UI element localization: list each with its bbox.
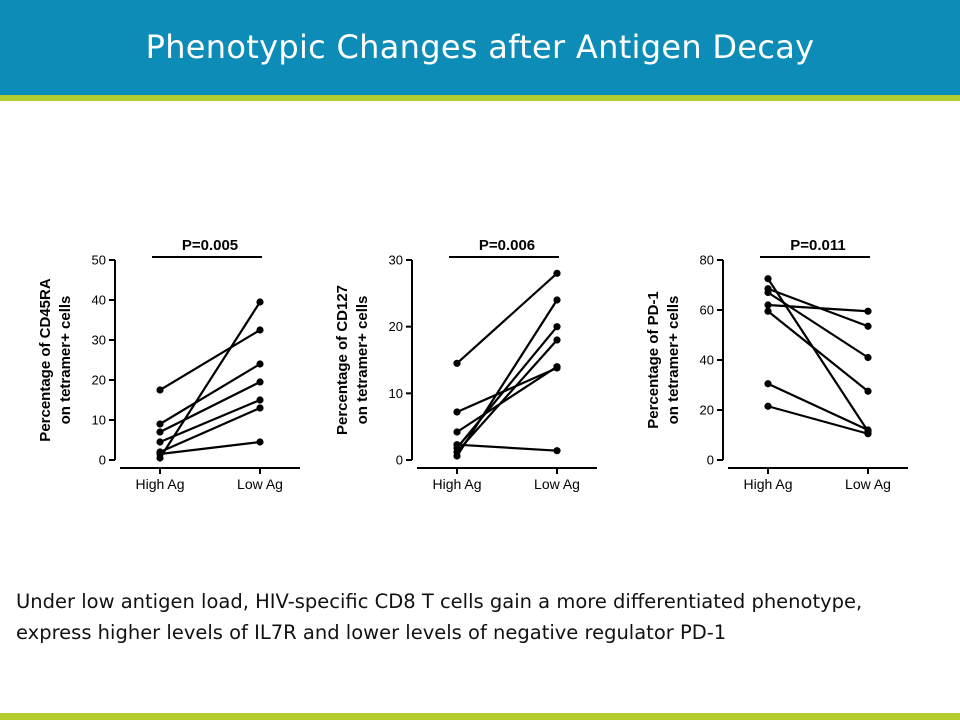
- y-tick-label: 20: [389, 319, 403, 334]
- accent-rule-top: [0, 95, 960, 101]
- y-axis-label-line: on tetramer+ cells: [57, 296, 74, 425]
- data-point: [453, 408, 461, 416]
- y-axis-label: Percentage of PD-1 on tetramer+ cells: [645, 291, 682, 429]
- series-line: [767, 405, 869, 435]
- y-tick-label: 60: [700, 303, 714, 318]
- data-point: [553, 296, 561, 304]
- series-line: [456, 365, 558, 433]
- data-point: [864, 307, 872, 315]
- y-tick-label: 40: [92, 293, 106, 308]
- data-point: [764, 301, 772, 309]
- data-point: [764, 275, 772, 283]
- series-line: [159, 363, 261, 425]
- data-point: [553, 323, 561, 331]
- chart-cd45ra: 0 10 20 30 40 50 High Ag Low Ag Percentage of CD…: [37, 237, 300, 492]
- data-point: [553, 336, 561, 344]
- data-point: [256, 396, 264, 404]
- data-point: [764, 288, 772, 297]
- title-bar: Phenotypic Changes after Antigen Decay: [0, 0, 960, 95]
- caption: Under low antigen load, HIV-specific CD8…: [16, 586, 956, 648]
- data-point: [453, 452, 461, 460]
- slide-title: Phenotypic Changes after Antigen Decay: [145, 28, 815, 66]
- series-line: [767, 303, 869, 313]
- data-point: [864, 353, 872, 362]
- y-axis-label: Percentage of CD127 on tetramer+ cells: [334, 285, 371, 435]
- series-line: [159, 381, 261, 433]
- x-tick-label: Low Ag: [534, 476, 580, 492]
- data-point: [156, 428, 164, 436]
- chart-pd1: 0 20 40 60 80 High Ag Low Ag Percentage of PD-1…: [645, 237, 908, 492]
- y-tick-label: 30: [389, 253, 403, 268]
- data-point: [256, 326, 264, 334]
- y-tick-label: 30: [92, 333, 106, 348]
- p-value-label: P=0.006: [479, 237, 535, 254]
- series-line: [159, 406, 261, 454]
- data-point: [553, 447, 561, 455]
- x-tick-label: Low Ag: [237, 476, 283, 492]
- series-line: [456, 366, 558, 414]
- series-line: [159, 398, 261, 444]
- series-line: [456, 325, 558, 449]
- series-line: [767, 310, 869, 393]
- series-line: [159, 440, 261, 456]
- accent-rule-bottom: [0, 713, 960, 720]
- series-line: [456, 272, 558, 365]
- y-tick-label: 40: [700, 353, 714, 368]
- data-point: [256, 438, 264, 446]
- y-axis-label-line: Percentage of CD127: [334, 285, 351, 435]
- data-point: [156, 420, 164, 428]
- data-point: [256, 360, 264, 368]
- y-axis-label-line: on tetramer+ cells: [665, 296, 682, 425]
- data-point: [764, 402, 772, 410]
- data-point: [156, 386, 164, 394]
- data-point: [553, 269, 561, 277]
- p-value-label: P=0.011: [790, 237, 845, 254]
- data-point: [453, 359, 461, 367]
- caption-line: Under low antigen load, HIV-specific CD8…: [16, 590, 863, 613]
- x-tick-label: High Ag: [135, 476, 184, 492]
- data-point: [864, 430, 872, 438]
- y-tick-label: 0: [396, 453, 403, 468]
- data-point: [453, 428, 461, 436]
- x-tick-label: High Ag: [432, 476, 481, 492]
- data-point: [256, 404, 264, 412]
- x-tick-label: High Ag: [743, 476, 792, 492]
- y-tick-label: 0: [707, 453, 714, 468]
- series-line: [456, 339, 558, 453]
- data-point: [764, 380, 772, 388]
- y-tick-label: 0: [99, 453, 106, 468]
- series-line: [767, 382, 869, 431]
- data-point: [553, 363, 561, 371]
- y-tick-label: 20: [700, 403, 714, 418]
- data-point: [156, 438, 164, 446]
- y-tick-label: 10: [92, 413, 106, 428]
- series-line: [456, 443, 558, 452]
- series-line: [767, 291, 869, 359]
- y-axis-label-line: Percentage of PD-1: [645, 291, 662, 429]
- data-point: [256, 378, 264, 386]
- series-line: [159, 301, 261, 459]
- data-point: [764, 307, 772, 315]
- data-point: [256, 298, 264, 306]
- data-point: [864, 322, 872, 330]
- chart-cd127: 0 10 20 30 High Ag Low Ag Percentage of CD127 o…: [334, 237, 597, 492]
- y-axis-label-line: on tetramer+ cells: [354, 296, 371, 425]
- y-tick-label: 50: [92, 253, 106, 268]
- data-point: [156, 454, 164, 462]
- series-line: [159, 329, 261, 391]
- series-line: [456, 299, 558, 457]
- y-tick-label: 80: [700, 253, 714, 268]
- y-axis-label: Percentage of CD45RA on tetramer+ cells: [37, 278, 74, 442]
- y-axis-label-line: Percentage of CD45RA: [37, 278, 54, 442]
- x-tick-label: Low Ag: [845, 476, 891, 492]
- p-value-label: P=0.005: [182, 237, 238, 254]
- caption-line: express higher levels of IL7R and lower …: [16, 621, 727, 644]
- data-point: [864, 387, 872, 395]
- y-tick-label: 20: [92, 373, 106, 388]
- y-tick-label: 10: [389, 386, 403, 401]
